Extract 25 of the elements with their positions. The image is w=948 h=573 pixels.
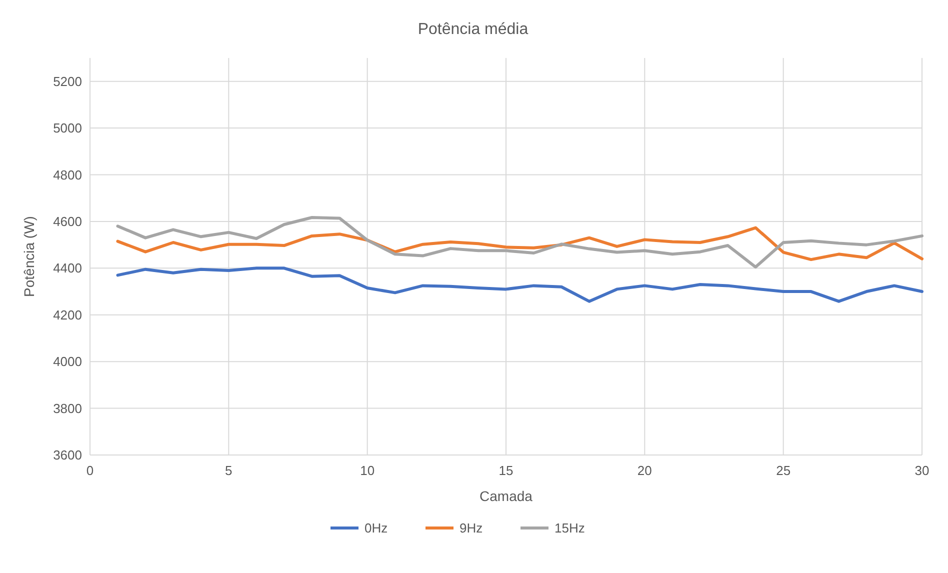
y-tick-label: 4400 <box>53 260 82 276</box>
y-tick-label: 4200 <box>53 307 82 322</box>
legend-label: 0Hz <box>364 520 388 536</box>
legend-label: 15Hz <box>554 520 585 536</box>
x-tick-label: 0 <box>86 463 94 478</box>
x-tick-label: 25 <box>776 463 791 478</box>
x-tick-label: 15 <box>498 463 514 478</box>
legend-label: 9Hz <box>460 520 483 536</box>
y-tick-label: 3600 <box>53 448 82 463</box>
y-tick-label: 5200 <box>53 74 82 89</box>
x-tick-label: 30 <box>914 463 930 478</box>
y-tick-label: 4600 <box>53 214 82 230</box>
chart-title: Potência média <box>418 21 528 38</box>
y-axis-title: Potência (W) <box>21 216 37 297</box>
line-series <box>116 216 924 269</box>
y-tick-label: 4800 <box>53 167 82 182</box>
x-tick-label: 5 <box>225 463 232 478</box>
line-series <box>116 226 924 262</box>
y-tick-label: 3800 <box>53 400 82 416</box>
x-tick-label: 10 <box>360 463 375 478</box>
y-tick-label: 4000 <box>53 354 82 370</box>
y-tick-label: 5000 <box>53 120 82 136</box>
x-axis-title: Camada <box>480 488 533 504</box>
line-series <box>116 266 924 303</box>
x-tick-label: 20 <box>637 463 652 478</box>
